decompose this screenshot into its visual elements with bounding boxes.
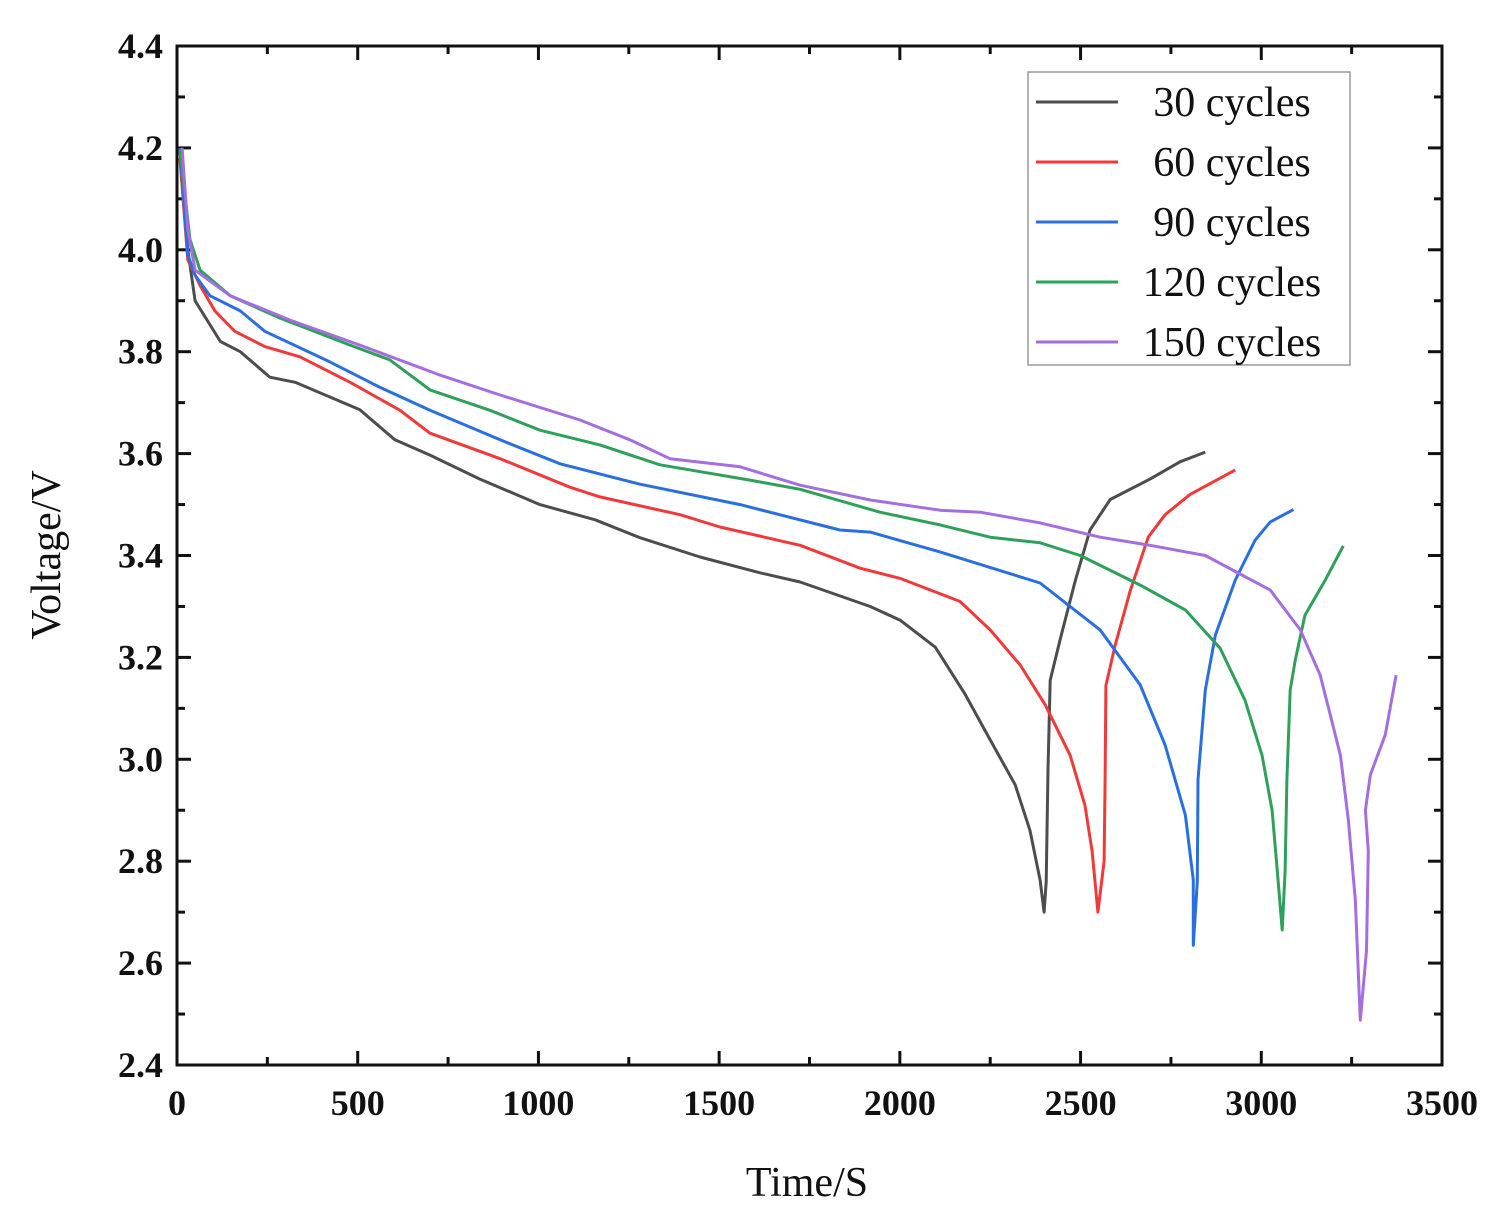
plot-frame (175, 44, 1444, 1067)
y-tick-label: 3.0 (118, 739, 163, 779)
x-tick-label: 500 (331, 1083, 385, 1123)
x-tick-label: 2000 (864, 1083, 936, 1123)
x-tick-label: 1500 (683, 1083, 755, 1123)
x-tick-label: 1000 (502, 1083, 574, 1123)
y-tick-label: 2.6 (118, 943, 163, 983)
x-tick-label: 2500 (1045, 1083, 1117, 1123)
x-axis-title: Time/S (746, 1160, 868, 1206)
series-lines (178, 147, 1398, 1022)
legend: 30 cycles 60 cycles 90 cycles 120 cycles 150… (1027, 71, 1351, 366)
legend-box (1027, 71, 1351, 366)
x-tick-label: 3000 (1225, 1083, 1297, 1123)
y-axis-title: Voltage/V (24, 470, 70, 640)
y-tick-label: 3.6 (118, 434, 163, 474)
legend-label: 150 cycles (1143, 320, 1321, 366)
y-tick-label: 4.2 (118, 128, 163, 168)
y-tick-label: 4.4 (118, 26, 163, 66)
y-tick-labels: 2.4 2.6 2.8 3.0 3.2 3.4 3.6 3.8 4.0 4.2 4.4 (118, 26, 163, 1085)
series-line-60-cycles (178, 157, 1237, 914)
y-tick-label: 4.0 (118, 230, 163, 270)
x-tick-label: 0 (168, 1083, 186, 1123)
legend-label: 60 cycles (1153, 140, 1310, 186)
x-tick-labels: 0 500 1000 1500 2000 2500 3000 3500 (168, 1083, 1478, 1123)
y-tick-label: 3.4 (118, 536, 163, 576)
y-tick-label: 2.4 (118, 1045, 163, 1085)
y-tick-label: 3.2 (118, 637, 163, 677)
series-line-90-cycles (178, 147, 1295, 947)
series-line-30-cycles (178, 149, 1206, 914)
series-line-120-cycles (178, 149, 1345, 932)
legend-label: 90 cycles (1153, 200, 1310, 246)
series-line-150-cycles (180, 147, 1398, 1022)
legend-label: 120 cycles (1143, 260, 1321, 306)
legend-label: 30 cycles (1153, 80, 1310, 126)
x-tick-label: 3500 (1406, 1083, 1478, 1123)
y-tick-label: 2.8 (118, 841, 163, 881)
y-tick-label: 3.8 (118, 332, 163, 372)
